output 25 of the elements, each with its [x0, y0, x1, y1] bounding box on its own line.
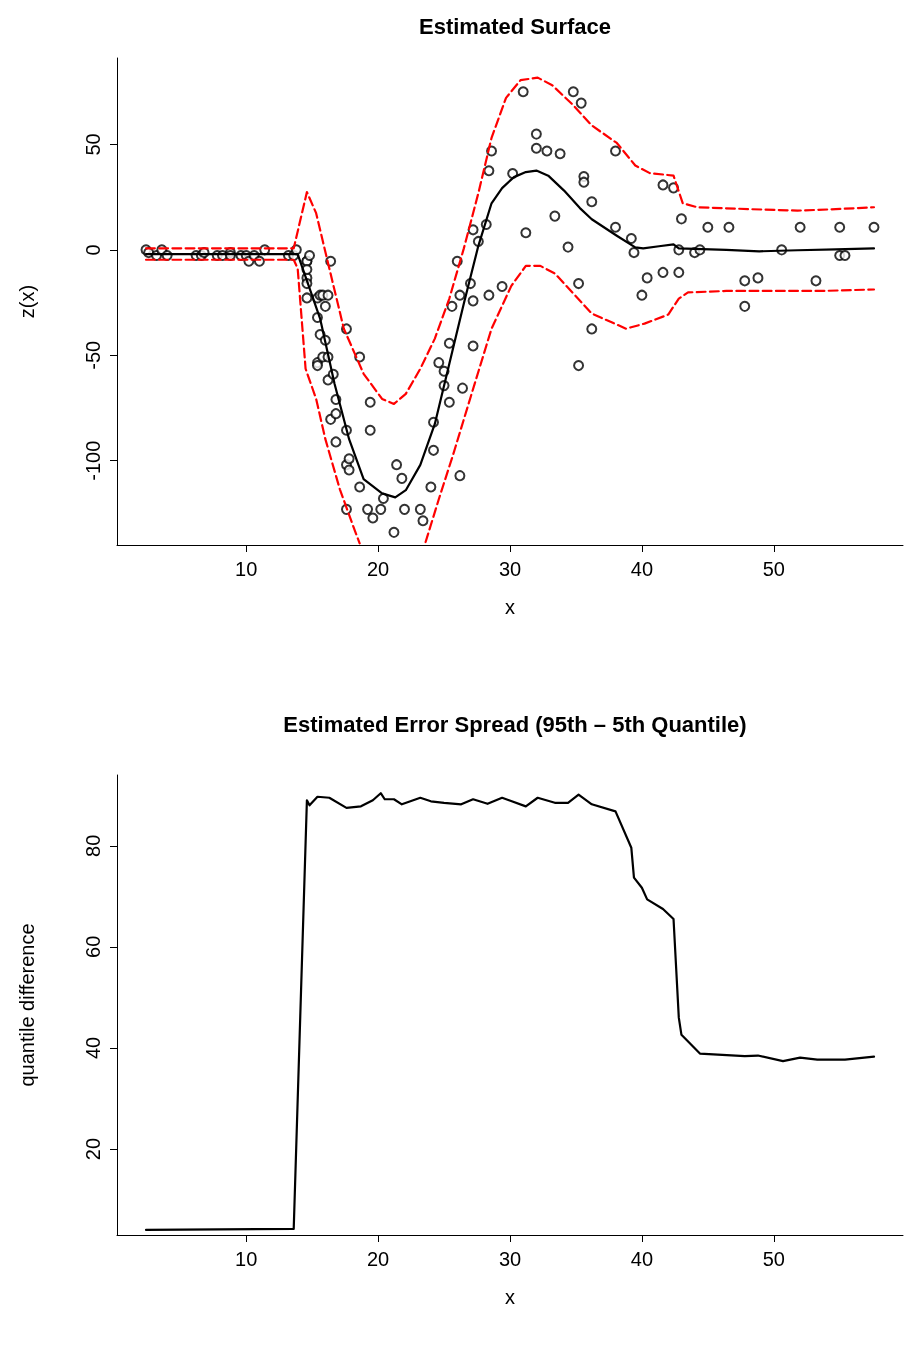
- x-tick-label: 20: [367, 1248, 390, 1270]
- y-tick-label: 60: [82, 935, 104, 958]
- line-series: [144, 792, 876, 1232]
- x-axis-title: x: [505, 1286, 515, 1308]
- y-tick-label: 40: [82, 1036, 104, 1060]
- y-tick-label: -100: [82, 440, 104, 481]
- x-tick-label: 30: [498, 558, 522, 580]
- y-tick-label: 80: [82, 834, 104, 857]
- y-tick-label: 0: [82, 244, 104, 256]
- x-tick-label: 50: [762, 1248, 785, 1270]
- chart-title: Estimated Error Spread (95th – 5th Quantile): [283, 711, 747, 737]
- chart-title: Estimated Surface: [419, 13, 611, 39]
- x-tick-label: 50: [762, 558, 785, 580]
- y-tick-label: 50: [82, 133, 104, 156]
- x-tick-label: 10: [235, 558, 258, 580]
- x-axis-title: x: [505, 596, 515, 618]
- x-tick-label: 20: [367, 558, 390, 580]
- x-tick-label: 30: [498, 1248, 522, 1270]
- y-tick-label: 20: [82, 1137, 104, 1161]
- x-tick-label: 40: [630, 558, 653, 580]
- y-axis-title: z(x): [16, 284, 38, 319]
- x-tick-label: 10: [235, 1248, 258, 1270]
- y-axis-title: quantile difference: [16, 923, 38, 1087]
- x-tick-label: 40: [630, 1248, 653, 1270]
- y-tick-label: -50: [82, 340, 104, 370]
